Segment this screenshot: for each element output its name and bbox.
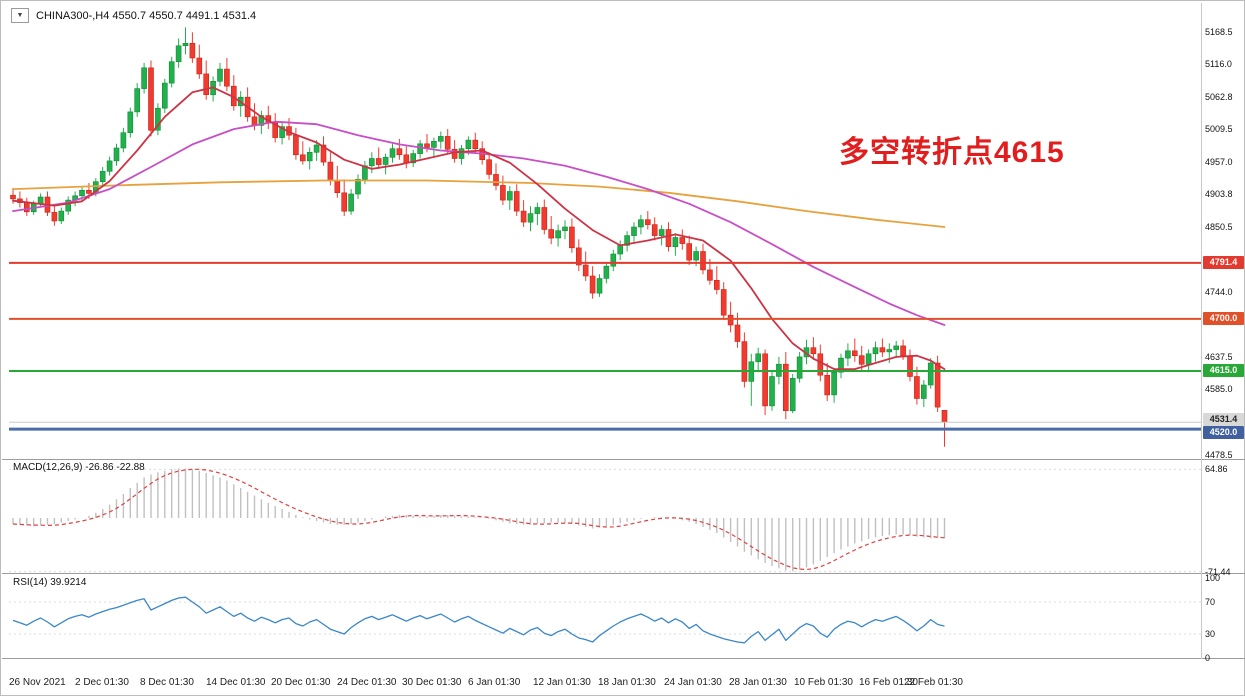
time-axis-label: 24 Jan 01:30 — [664, 677, 722, 688]
rsi-axis-tick: 30 — [1205, 629, 1216, 639]
time-axis-label: 14 Dec 01:30 — [206, 677, 266, 688]
time-axis-label: 30 Dec 01:30 — [402, 677, 462, 688]
rsi-axis-tick: 70 — [1205, 597, 1216, 607]
macd-indicator-label: MACD(12,26,9) -26.86 -22.88 — [13, 462, 145, 473]
ma-long-orange-line — [12, 179, 946, 228]
time-axis-label: 2 Dec 01:30 — [75, 677, 129, 688]
price-level-tag-4700.0: 4700.0 — [1203, 312, 1244, 325]
price-axis-tick: 4850.5 — [1205, 222, 1233, 232]
price-axis-tick: 5168.5 — [1205, 27, 1233, 37]
macd-axis-tick: 64.86 — [1205, 464, 1228, 474]
time-axis-label: 18 Jan 01:30 — [598, 677, 656, 688]
price-chart-canvas[interactable] — [3, 18, 1201, 459]
time-axis-label: 28 Jan 01:30 — [729, 677, 787, 688]
price-axis-tick: 4744.0 — [1205, 287, 1233, 297]
price-level-tag-4531.4: 4531.4 — [1203, 413, 1244, 426]
price-axis-tick: 5062.8 — [1205, 92, 1233, 102]
price-axis-tick: 4478.5 — [1205, 450, 1233, 460]
time-axis-label: 8 Dec 01:30 — [140, 677, 194, 688]
chevron-down-icon: ▼ — [16, 12, 24, 19]
time-axis-label: 6 Jan 01:30 — [468, 677, 521, 688]
ma-slow-magenta-line — [12, 120, 946, 326]
time-axis-label: 12 Jan 01:30 — [533, 677, 591, 688]
price-level-tag-4615.0: 4615.0 — [1203, 364, 1244, 377]
rsi-line — [12, 596, 945, 644]
chart-title: CHINA300-,H4 4550.7 4550.7 4491.1 4531.4 — [36, 9, 257, 22]
price-axis-tick: 4585.0 — [1205, 384, 1233, 394]
price-axis-tick: 5116.0 — [1205, 59, 1232, 69]
price-level-tag-4520.0: 4520.0 — [1203, 426, 1244, 439]
time-axis-label: 22 Feb 01:30 — [904, 677, 963, 688]
time-axis-label: 26 Nov 2021 — [9, 677, 66, 688]
time-axis-label: 24 Dec 01:30 — [337, 677, 397, 688]
price-axis-tick: 5009.5 — [1205, 124, 1233, 134]
macd-histogram — [12, 468, 946, 572]
rsi-axis-tick: 100 — [1205, 573, 1221, 583]
chart-header: ▼ CHINA300-,H4 4550.7 4550.7 4491.1 4531… — [11, 8, 256, 23]
macd-panel-canvas[interactable] — [3, 460, 1201, 573]
rsi-panel-canvas[interactable] — [3, 574, 1201, 658]
price-axis-tick: 4637.5 — [1205, 352, 1233, 362]
rsi-indicator-label: RSI(14) 39.9214 — [13, 577, 87, 588]
time-axis-label: 20 Dec 01:30 — [271, 677, 331, 688]
chart-annotation-text[interactable]: 多空转折点4615 — [839, 136, 1065, 169]
time-axis-label: 16 Feb 01:30 — [859, 677, 918, 688]
candlestick-series — [10, 27, 948, 447]
price-axis-tick: 4957.0 — [1205, 157, 1233, 167]
ma-fast-red-line — [12, 86, 946, 370]
rsi-axis-tick: 0 — [1205, 653, 1211, 663]
macd-signal-line — [12, 468, 945, 571]
time-axis-label: 10 Feb 01:30 — [794, 677, 853, 688]
price-axis-tick: 4903.8 — [1205, 189, 1233, 199]
symbol-dropdown-button[interactable]: ▼ — [11, 8, 29, 23]
macd-axis-tick: -71.44 — [1205, 567, 1231, 577]
price-level-tag-4791.4: 4791.4 — [1203, 256, 1244, 269]
